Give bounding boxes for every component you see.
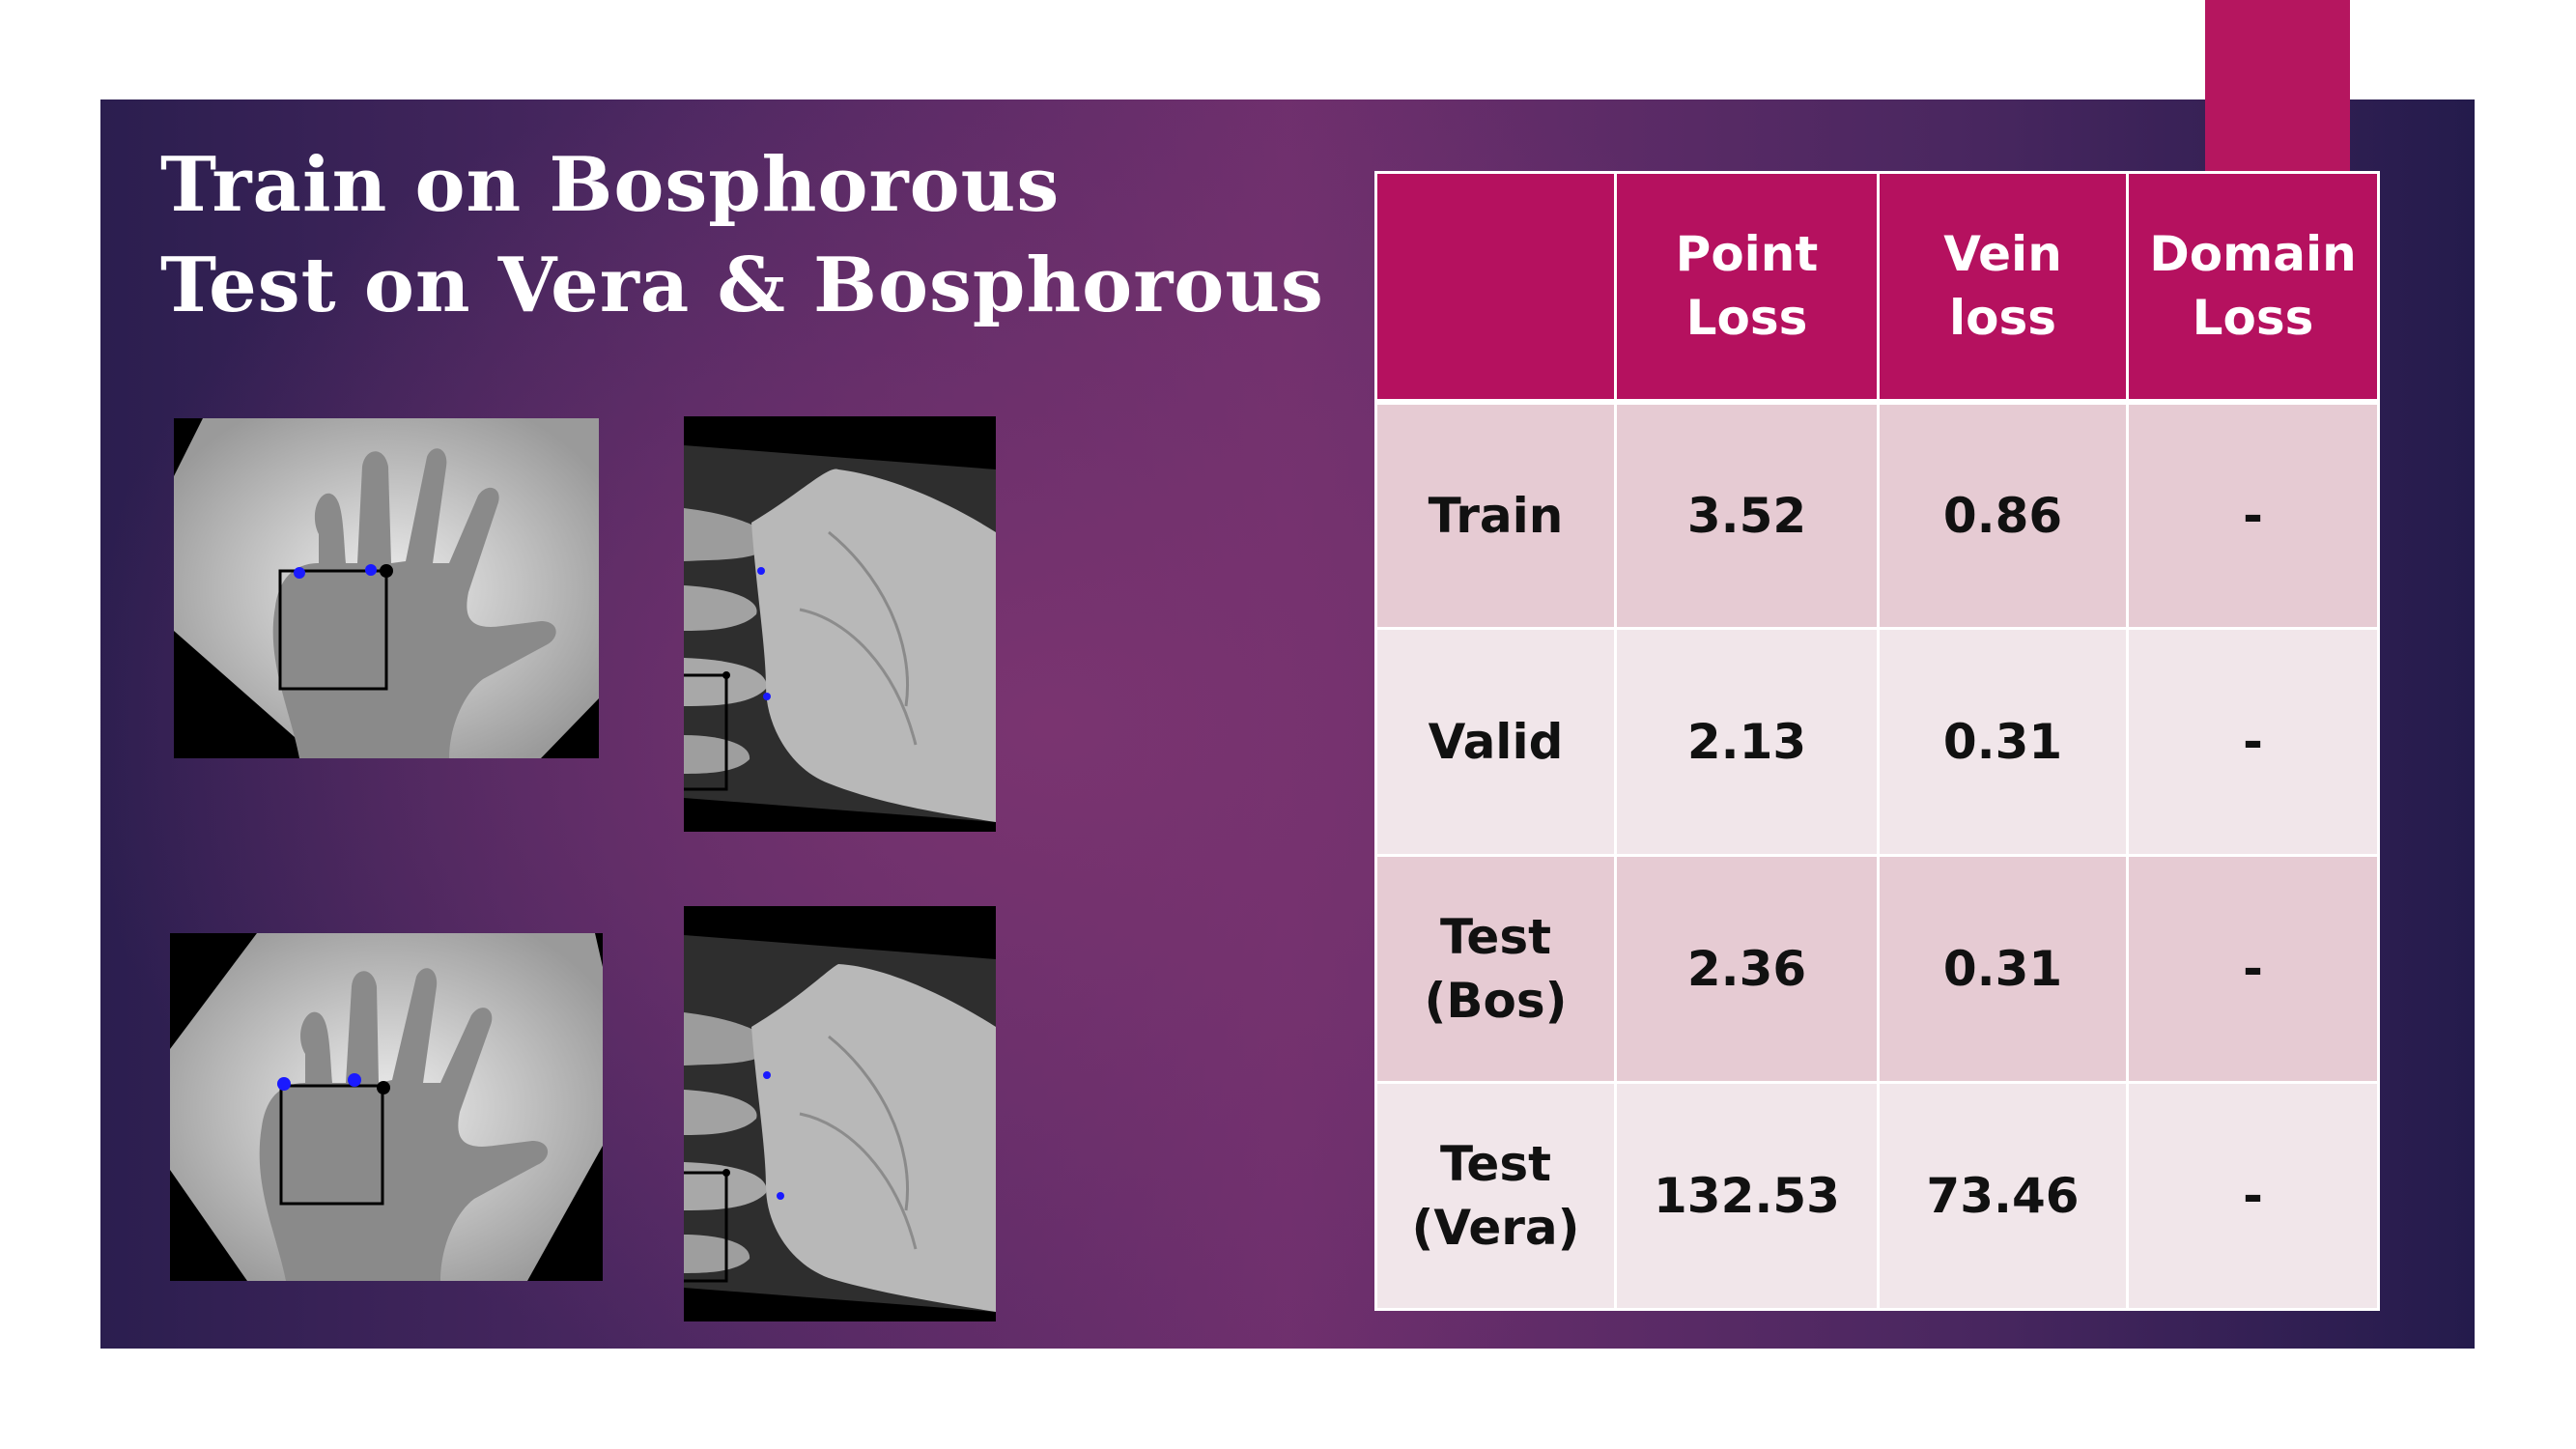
table-header-row: Point Loss Vein loss Domain Loss bbox=[1374, 171, 2380, 405]
point-loss-cell: 2.13 bbox=[1614, 627, 1880, 857]
header-point-loss: Point Loss bbox=[1614, 171, 1880, 405]
title-line-1: Train on Bosphorous bbox=[160, 141, 1061, 229]
hand-image-bosphorous-2 bbox=[170, 933, 603, 1281]
vein-loss-cell: 0.31 bbox=[1877, 854, 2129, 1084]
header-domain-loss: Domain Loss bbox=[2126, 171, 2380, 405]
accent-tab bbox=[2205, 0, 2350, 174]
domain-loss-cell: - bbox=[2126, 627, 2380, 857]
point-loss-cell: 3.52 bbox=[1614, 400, 1880, 630]
vein-loss-cell: 0.31 bbox=[1877, 627, 2129, 857]
row-label: Test (Vera) bbox=[1374, 1081, 1617, 1311]
vein-loss-cell: 73.46 bbox=[1877, 1081, 2129, 1311]
table-row-test-vera: Test (Vera) 132.53 73.46 - bbox=[1374, 1081, 2380, 1311]
slide-title: Train on Bosphorous Test on Vera & Bosph… bbox=[160, 135, 1377, 336]
domain-loss-cell: - bbox=[2126, 400, 2380, 630]
table-row-valid: Valid 2.13 0.31 - bbox=[1374, 627, 2380, 857]
domain-loss-cell: - bbox=[2126, 854, 2380, 1084]
vein-loss-cell: 0.86 bbox=[1877, 400, 2129, 630]
hand-image-vera-2 bbox=[684, 906, 996, 1321]
hand-image-vera-1 bbox=[684, 416, 996, 832]
point-loss-cell: 2.36 bbox=[1614, 854, 1880, 1084]
header-empty bbox=[1374, 171, 1617, 405]
row-label: Valid bbox=[1374, 627, 1617, 857]
table-row-train: Train 3.52 0.86 - bbox=[1374, 400, 2380, 630]
point-loss-cell: 132.53 bbox=[1614, 1081, 1880, 1311]
header-vein-loss: Vein loss bbox=[1877, 171, 2129, 405]
results-table: Point Loss Vein loss Domain Loss Train 3… bbox=[1374, 171, 2380, 1311]
row-label: Test (Bos) bbox=[1374, 854, 1617, 1084]
row-label: Train bbox=[1374, 400, 1617, 630]
table-row-test-bos: Test (Bos) 2.36 0.31 - bbox=[1374, 854, 2380, 1084]
hand-image-bosphorous-1 bbox=[174, 418, 599, 758]
domain-loss-cell: - bbox=[2126, 1081, 2380, 1311]
title-line-2: Test on Vera & Bosphorous bbox=[160, 242, 1324, 329]
